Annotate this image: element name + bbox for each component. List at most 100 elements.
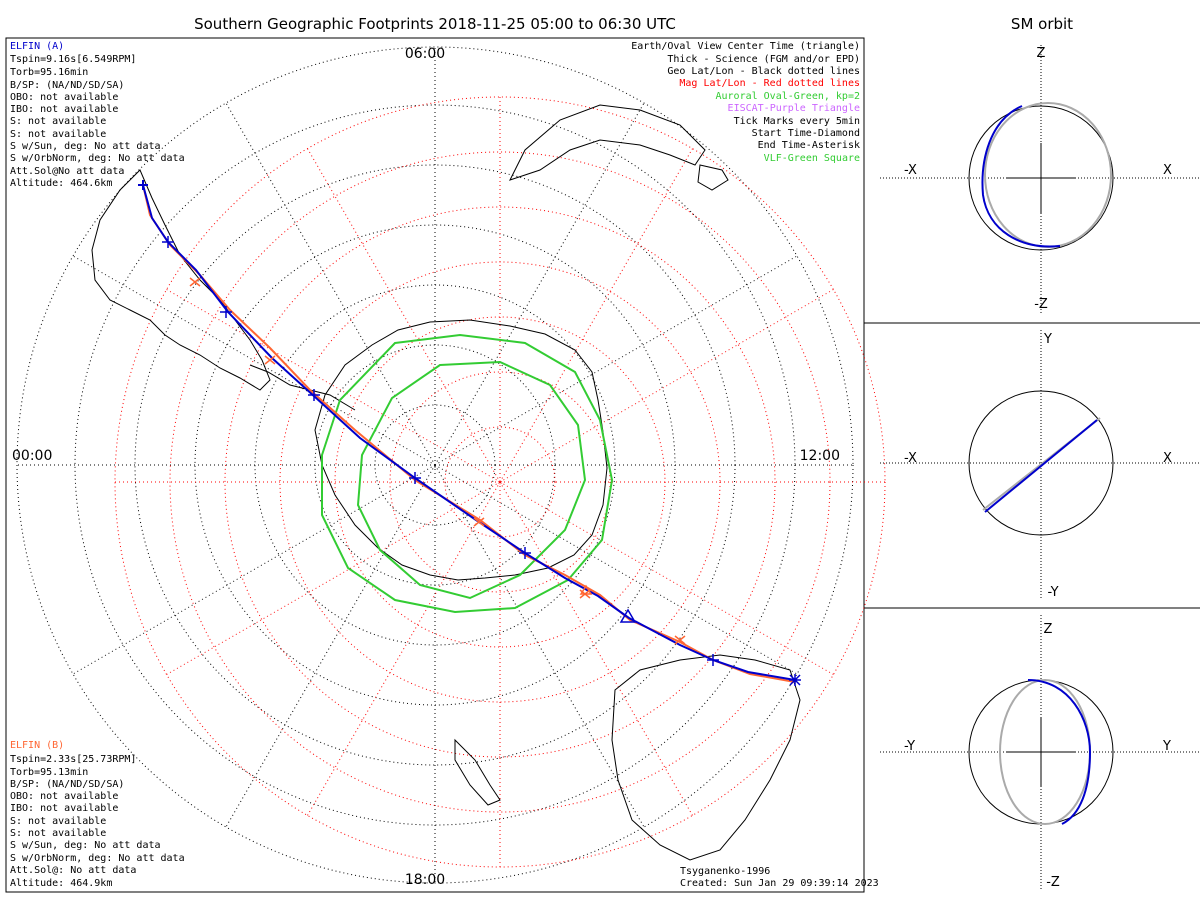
auroral-oval-outer — [321, 333, 614, 614]
grid-spoke — [434, 255, 798, 466]
elfin-a-line: OBO: not available — [10, 92, 118, 103]
time-label-left: 00:00 — [12, 448, 52, 464]
axis-label-left: -X — [904, 163, 917, 178]
tick-mark — [707, 654, 719, 666]
grid-spoke — [499, 148, 693, 483]
elfin-b-line: B/SP: (NA/ND/SD/SA) — [10, 779, 124, 790]
start-marker — [138, 180, 148, 190]
legend: Earth/Oval View Center Time (triangle) T… — [631, 41, 860, 164]
orbit-panel-xz: Z -Z -X X — [880, 45, 1200, 315]
plot-title: Southern Geographic Footprints 2018-11-2… — [194, 15, 676, 33]
elfin-b-line: Torb=95.13min — [10, 767, 88, 778]
axis-label-bottom: -Z — [1034, 297, 1048, 312]
tick-mark — [189, 277, 201, 287]
model-label: Tsyganenko-1996 — [680, 866, 770, 877]
legend-item: Tick Marks every 5min — [734, 116, 860, 127]
time-label-right: 12:00 — [800, 448, 840, 464]
elfin-a-line: S: not available — [10, 129, 106, 140]
grid-spoke — [72, 255, 436, 466]
elfin-a-line: S: not available — [10, 116, 106, 127]
view-center-triangle — [619, 608, 637, 623]
earth-cross — [1006, 143, 1076, 213]
earth-cross — [1006, 717, 1076, 787]
axis-label-top: Z — [1037, 46, 1046, 61]
africa-coast — [509, 104, 706, 181]
elfin-b-line: IBO: not available — [10, 803, 118, 814]
elfin-b-line: Att.Sol@: No att data — [10, 865, 136, 876]
elfin-b-line: S w/Sun, deg: No att data — [10, 840, 161, 851]
elfin-b-track — [142, 184, 796, 683]
tick-mark — [220, 306, 232, 318]
antarctic-peninsula — [249, 364, 356, 411]
elfin-a-line: Tspin=9.16s[6.549RPM] — [10, 54, 136, 65]
created-label: Created: Sun Jan 29 09:39:14 2023 — [680, 878, 879, 889]
orbit-panel-xy: Y -Y -X X — [880, 330, 1200, 600]
tick-mark — [519, 547, 531, 559]
axis-label-right: X — [1163, 163, 1172, 178]
grid-spoke — [166, 481, 501, 675]
grid-ring — [389, 371, 611, 593]
geo-grid — [16, 46, 854, 884]
elfin-a-line: B/SP: (NA/ND/SD/SA) — [10, 80, 124, 91]
coastlines — [91, 104, 801, 861]
elfin-b-view-triangle — [579, 584, 593, 595]
axis-label-left: -Y — [904, 739, 915, 754]
elfin-b-name: ELFIN (B) — [10, 740, 64, 751]
orbit-title: SM orbit — [1011, 15, 1073, 33]
new-zealand — [454, 738, 501, 806]
orbit-science-arc — [1027, 679, 1092, 825]
axis-label-left: -X — [904, 451, 917, 466]
elfin-b-line: S w/OrbNorm, deg: No att data — [10, 853, 185, 864]
mag-grid — [114, 96, 886, 868]
legend-item: Auroral Oval-Green, kp=2 — [716, 91, 861, 102]
grid-spoke — [225, 102, 436, 466]
elfin-b-line: Altitude: 464.9km — [10, 878, 112, 889]
elfin-a-line: S w/Sun, deg: No att data — [10, 141, 161, 152]
legend-item: Earth/Oval View Center Time (triangle) — [631, 41, 860, 52]
grid-spoke — [499, 289, 834, 483]
tick-mark — [674, 635, 686, 645]
elfin-a-line: Altitude: 464.6km — [10, 178, 112, 189]
earth-circle — [968, 390, 1114, 536]
tick-mark — [162, 236, 174, 248]
elfin-a-info: ELFIN (A) Tspin=9.16s[6.549RPM] Torb=95.… — [10, 41, 185, 189]
geo-pole-marker: · — [432, 462, 438, 473]
orbit-ellipse — [984, 102, 1112, 248]
elfin-b-line: S: not available — [10, 816, 106, 827]
axis-label-bottom: -Z — [1046, 875, 1060, 890]
time-label-bottom: 18:00 — [405, 872, 445, 888]
elfin-a-name: ELFIN (A) — [10, 41, 64, 52]
grid-ring — [16, 46, 854, 884]
axis-label-top: Y — [1043, 332, 1052, 347]
grid-spoke — [72, 464, 436, 675]
grid-spoke — [307, 481, 501, 816]
axis-label-top: Z — [1044, 622, 1053, 637]
elfin-a-line: IBO: not available — [10, 104, 118, 115]
grid-spoke — [307, 148, 501, 483]
grid-spoke — [166, 289, 501, 483]
grid-spoke — [434, 102, 645, 466]
grid-spoke — [499, 481, 693, 816]
end-marker — [789, 674, 801, 686]
axis-label-bottom: -Y — [1047, 585, 1058, 600]
elfin-b-line: S: not available — [10, 828, 106, 839]
elfin-b-line: OBO: not available — [10, 791, 118, 802]
legend-item: VLF-Green Square — [764, 153, 860, 164]
grid-ring — [444, 426, 556, 538]
south-america-coast — [91, 169, 271, 391]
legend-item: Geo Lat/Lon - Black dotted lines — [667, 66, 860, 77]
axis-label-right: X — [1163, 451, 1172, 466]
elfin-a-track — [142, 184, 796, 681]
earth-circle — [968, 105, 1114, 251]
mag-pole-marker: * — [497, 479, 503, 490]
tick-mark — [264, 355, 276, 365]
elfin-a-line: Torb=95.16min — [10, 67, 88, 78]
polar-map: · * 06:00 00:00 12:00 18:00 — [12, 46, 886, 888]
grid-spoke — [434, 464, 645, 828]
grid-ring — [169, 151, 831, 813]
elfin-b-line: Tspin=2.33s[25.73RPM] — [10, 754, 136, 765]
elfin-a-ticks — [162, 236, 719, 666]
time-label-top: 06:00 — [405, 46, 445, 62]
legend-item: Mag Lat/Lon - Red dotted lines — [679, 78, 860, 89]
footer: Tsyganenko-1996 Created: Sun Jan 29 09:3… — [680, 866, 879, 889]
